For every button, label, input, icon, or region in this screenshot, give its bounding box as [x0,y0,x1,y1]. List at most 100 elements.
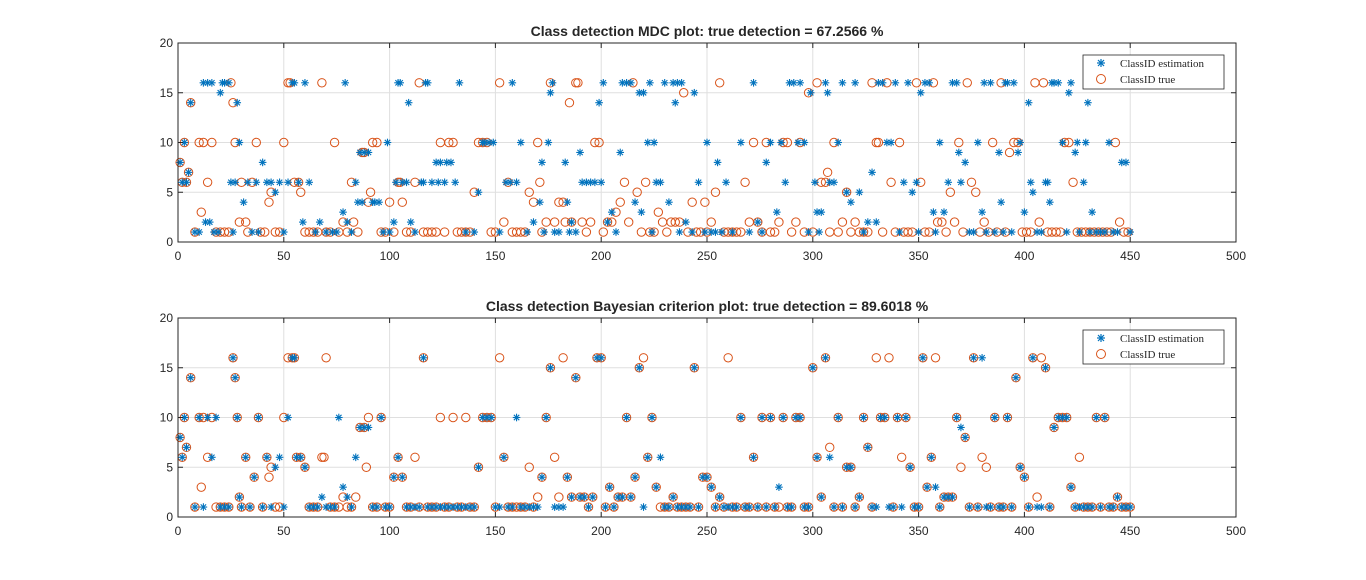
legend-box [1082,54,1225,90]
x-tick-label: 500 [1226,249,1246,263]
estimation-point [794,138,802,147]
true-point [990,412,1000,423]
estimation-point [919,353,927,362]
estimation-point [618,493,627,501]
estimation-point [351,453,360,462]
estimation-point [770,503,779,511]
true-point [196,482,206,492]
estimation-point [891,79,900,87]
estimation-point [487,413,495,422]
estimation-point [279,503,288,511]
estimation-point [855,493,864,501]
estimation-point [548,79,557,87]
true-point [232,412,242,423]
estimation-point [447,158,455,167]
true-point [930,353,941,363]
estimation-point [563,198,572,206]
estimation-point [652,483,661,491]
true-point [1023,502,1034,512]
estimation-point [1126,503,1134,511]
true-point [499,217,509,227]
estimation-point [660,79,669,87]
x-tick-label: 150 [485,524,505,538]
estimation-point [195,228,203,236]
true-point [418,353,429,363]
estimation-point [1113,228,1122,236]
estimation-point [821,353,830,362]
estimation-point [990,413,999,422]
estimation-point [773,208,781,216]
true-point [812,452,822,462]
estimation-point [508,503,517,511]
estimation-point [631,198,639,206]
estimation-point [722,178,730,187]
true-point [935,502,945,512]
estimation-point [1016,138,1024,147]
estimation-point [241,453,250,462]
estimation-point [339,483,347,491]
estimation-point [990,228,999,236]
true-point [960,432,970,443]
true-point [1051,227,1061,237]
true-point [293,177,304,188]
true-point [1004,147,1015,158]
estimation-point [804,228,813,236]
true-point [945,187,956,197]
estimation-point [781,178,790,187]
true-point [1019,472,1030,482]
legend-label-estimation: ClassID estimation [1120,333,1205,345]
x-tick-label: 50 [277,249,291,263]
true-point [825,442,835,453]
estimation-point [538,158,546,167]
true-point [621,412,632,423]
true-point [234,492,245,502]
true-point [850,502,860,512]
estimation-point [800,138,809,147]
true-point [251,137,261,148]
y-tick-label: 15 [160,86,174,100]
true-point [393,452,403,462]
true-point [854,492,865,502]
true-point [619,177,630,188]
true-point [367,137,378,148]
estimation-point [404,98,413,107]
true-point [1066,482,1076,492]
true-point [194,412,204,423]
estimation-point [830,503,838,511]
estimation-point [851,503,859,511]
estimation-point [817,208,826,216]
true-point [973,502,983,512]
true-point [966,177,977,188]
y-tick-label: 0 [166,235,173,249]
true-point [753,217,763,227]
true-point [604,482,615,492]
true-point [651,482,661,492]
estimation-point [999,228,1008,236]
true-point [922,482,932,492]
true-point [858,227,869,237]
estimation-point [753,218,762,226]
legend-marker-true [1096,349,1106,359]
estimation-point [796,413,804,422]
estimation-point [330,503,339,511]
estimation-point [294,178,303,187]
estimation-point [267,178,275,187]
estimation-point [864,218,872,226]
estimation-point [1041,363,1050,372]
true-point [1074,452,1085,462]
estimation-point [1026,178,1035,187]
true-point [624,217,634,227]
estimation-point [595,98,603,107]
true-point [884,353,894,363]
estimation-point [718,228,726,236]
estimation-point [1088,208,1096,216]
estimation-point [428,178,436,187]
true-point [461,227,471,237]
estimation-point [1067,483,1075,491]
estimation-point [373,503,381,511]
estimation-point [235,138,244,147]
true-point [444,137,454,148]
estimation-point [766,138,775,147]
estimation-point [711,228,720,236]
estimation-point [940,208,948,216]
